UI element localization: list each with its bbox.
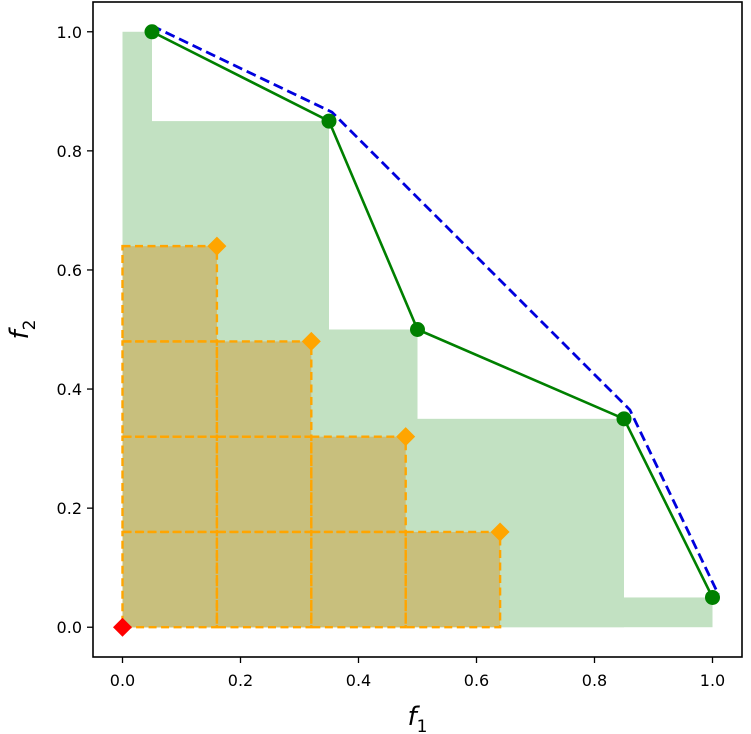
x-tick-label: 0.8 (582, 671, 607, 690)
y-axis-label: f2 (5, 320, 40, 340)
upper-bound-dashed-line (151, 24, 720, 596)
pareto-point (705, 589, 720, 605)
pareto-point (616, 411, 632, 427)
tick-layer: 0.0 0.2 0.4 0.6 0.8 1.0 0.0 0.2 0.4 0.6 0.8 1.0 (57, 23, 726, 690)
plot-frame (92, 1, 743, 658)
orange-diamond-point (207, 236, 227, 256)
pareto-point (410, 322, 425, 337)
orange-diamond-point (396, 427, 416, 447)
x-axis-label: f1 (408, 702, 428, 734)
y-tick-label: 0.6 (57, 261, 82, 280)
x-tick-label: 0.2 (228, 671, 253, 690)
y-tick-label: 0.8 (57, 142, 82, 161)
x-axis-label-sub: 1 (417, 717, 428, 734)
x-tick-label: 0.4 (346, 671, 371, 690)
marker-layer (113, 24, 720, 637)
y-tick-label: 0.0 (57, 618, 82, 637)
orange-dashed-cell (215, 340, 313, 438)
x-tick-label: 0.0 (110, 671, 135, 690)
pareto-point (144, 24, 160, 40)
orange-diamond-point (301, 331, 321, 351)
y-tick-label: 1.0 (57, 23, 82, 42)
orange-dashed-cells (121, 244, 502, 629)
y-tick-label: 0.2 (57, 499, 82, 518)
pareto-point (321, 113, 337, 129)
orange-dashed-cell (404, 530, 502, 629)
orange-diamond-point (490, 522, 510, 542)
y-axis-label-sub: 2 (20, 320, 40, 331)
orange-dashed-cell (310, 435, 407, 534)
x-tick-label: 1.0 (700, 671, 725, 690)
y-tick-label: 0.4 (57, 380, 82, 399)
reference-point (113, 617, 132, 637)
orange-dashed-cell (121, 244, 219, 343)
x-tick-label: 0.6 (464, 671, 489, 690)
